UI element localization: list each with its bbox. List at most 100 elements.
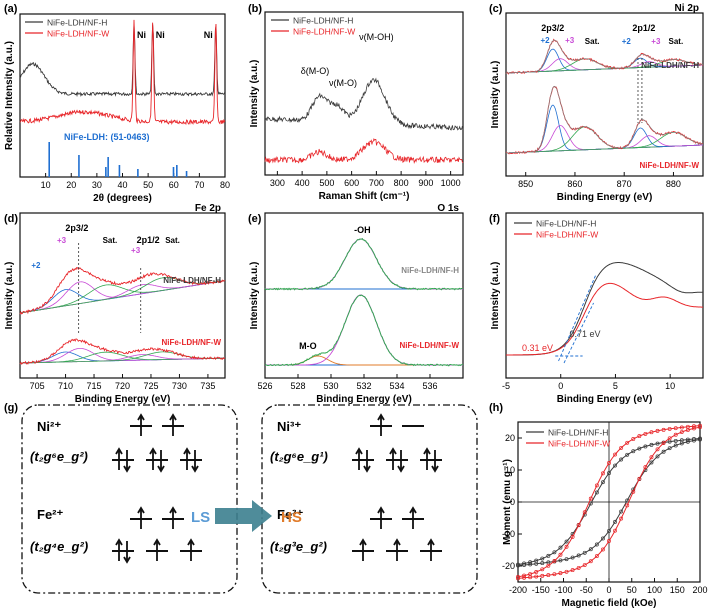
annotation: +2	[31, 261, 41, 270]
annotation: Sat.	[585, 37, 600, 46]
data-point	[552, 559, 557, 563]
annotation: +2	[540, 36, 550, 45]
x-tick-label: 532	[356, 381, 371, 391]
x-axis-label: 2θ (degrees)	[93, 193, 152, 204]
panel-label: (a)	[4, 3, 18, 15]
spin-down-arrow-icon	[123, 541, 131, 564]
data-point	[564, 557, 569, 562]
data-point	[613, 452, 618, 457]
series-label: NiFe-LDH/NF-W	[161, 338, 221, 347]
x-tick-label: 725	[143, 381, 158, 391]
data-point	[673, 426, 678, 431]
ni3-ion-label: Ni³⁺	[277, 419, 301, 434]
spin-up-arrow-icon	[169, 506, 177, 529]
series-line	[19, 338, 226, 365]
data-point	[540, 556, 545, 561]
data-point	[600, 536, 605, 541]
x-tick-label: 534	[389, 381, 404, 391]
panel-label: (h)	[489, 402, 503, 414]
data-point	[552, 572, 557, 577]
data-point	[546, 573, 551, 578]
x-tick-label: 70	[194, 180, 204, 190]
x-tick-label: 600	[344, 178, 359, 188]
data-point	[643, 465, 648, 470]
y-axis-label: Intensity (a.u.)	[249, 60, 260, 128]
data-point	[685, 428, 690, 432]
tangent-line	[563, 302, 594, 364]
data-point	[607, 461, 611, 465]
spin-up-arrow-icon	[169, 413, 177, 436]
x-tick-label: 40	[117, 180, 127, 190]
data-point	[564, 544, 569, 549]
data-point	[637, 476, 642, 481]
series-line-nf-h	[19, 24, 226, 98]
spin-down-arrow-icon	[397, 450, 405, 473]
series-label: NiFe-LDH/NF-H	[641, 61, 699, 70]
annotation: +3	[565, 36, 575, 45]
data-point	[643, 444, 648, 449]
x-tick-label: 710	[58, 381, 73, 391]
data-point	[570, 568, 575, 573]
x-tick-label: 10	[41, 180, 51, 190]
hs-label: HS	[281, 509, 302, 526]
annotation: +3	[651, 37, 661, 46]
ls-box	[21, 404, 238, 594]
x-tick-label: 400	[295, 178, 310, 188]
x-tick-label: 715	[87, 381, 102, 391]
series-line-nf-w	[264, 137, 464, 165]
chart-title: Fe 2p	[195, 203, 221, 214]
x-axis-label: Magnetic field (kOe)	[561, 598, 656, 609]
peak-label: Ni	[204, 30, 213, 40]
vbm-value-h: 0.71 eV	[569, 329, 600, 339]
data-point	[576, 553, 581, 558]
spin-up-arrow-icon	[183, 447, 191, 470]
x-tick-label: 536	[422, 381, 437, 391]
hysteresis-branch	[517, 439, 701, 567]
chart-c: 850 860 870 880 Binding Energy (eV) Intensity…	[489, 3, 704, 203]
y-axis-label: Intensity (a.u.)	[490, 61, 501, 129]
x-tick-label: 1000	[441, 178, 461, 188]
data-point	[613, 528, 618, 533]
spin-up-arrow-icon	[389, 447, 397, 470]
x-axis-label: Binding Energy (eV)	[75, 394, 171, 405]
data-point	[667, 446, 672, 451]
data-point	[540, 561, 545, 566]
series-line	[505, 85, 704, 155]
spin-up-arrow-icon	[355, 447, 363, 470]
legend-label: NiFe-LDH/NF-H	[548, 428, 608, 438]
series-line-nf-w	[19, 19, 226, 126]
data-point	[564, 569, 569, 574]
data-point	[679, 441, 684, 446]
data-point	[594, 483, 599, 488]
ls-label: LS	[191, 509, 210, 526]
data-point	[576, 523, 581, 528]
legend-label: NiFe-LDH/NF-H	[47, 18, 107, 28]
data-point	[564, 539, 569, 544]
spin-down-arrow-icon	[123, 450, 131, 473]
legend-label: NiFe-LDH/NF-W	[47, 29, 109, 39]
annotation: Sat.	[669, 37, 684, 46]
data-point	[558, 558, 563, 563]
legend-label: NiFe-LDH/NF-W	[536, 230, 598, 240]
chart-f: -5 0 5 10 Binding Energy (eV) Intensity (a.u.…	[489, 212, 704, 405]
data-point	[558, 545, 563, 550]
data-point	[552, 550, 557, 555]
data-point	[588, 496, 593, 501]
data-point	[582, 550, 587, 555]
data-point	[528, 560, 533, 565]
ni3-config: (t₂g⁶e_g¹)	[270, 449, 328, 464]
data-point	[576, 565, 581, 570]
y-axis-label: Relative Intensity (a.u.)	[4, 41, 15, 150]
y-axis-label: Intensity (a.u.)	[4, 262, 15, 330]
series-label: NiFe-LDH/NF-W	[639, 161, 699, 170]
data-point	[691, 438, 696, 443]
spin-down-arrow-icon	[191, 450, 199, 473]
y-tick-label: -20	[502, 561, 515, 571]
spin-up-arrow-icon	[377, 413, 385, 436]
data-point	[673, 438, 678, 443]
data-point	[655, 428, 660, 433]
x-tick-label: 880	[666, 179, 681, 189]
x-tick-label: 730	[172, 381, 187, 391]
chart-d: 705 710 715 720 725 730 735 Binding Energy (eV)…	[4, 203, 226, 405]
